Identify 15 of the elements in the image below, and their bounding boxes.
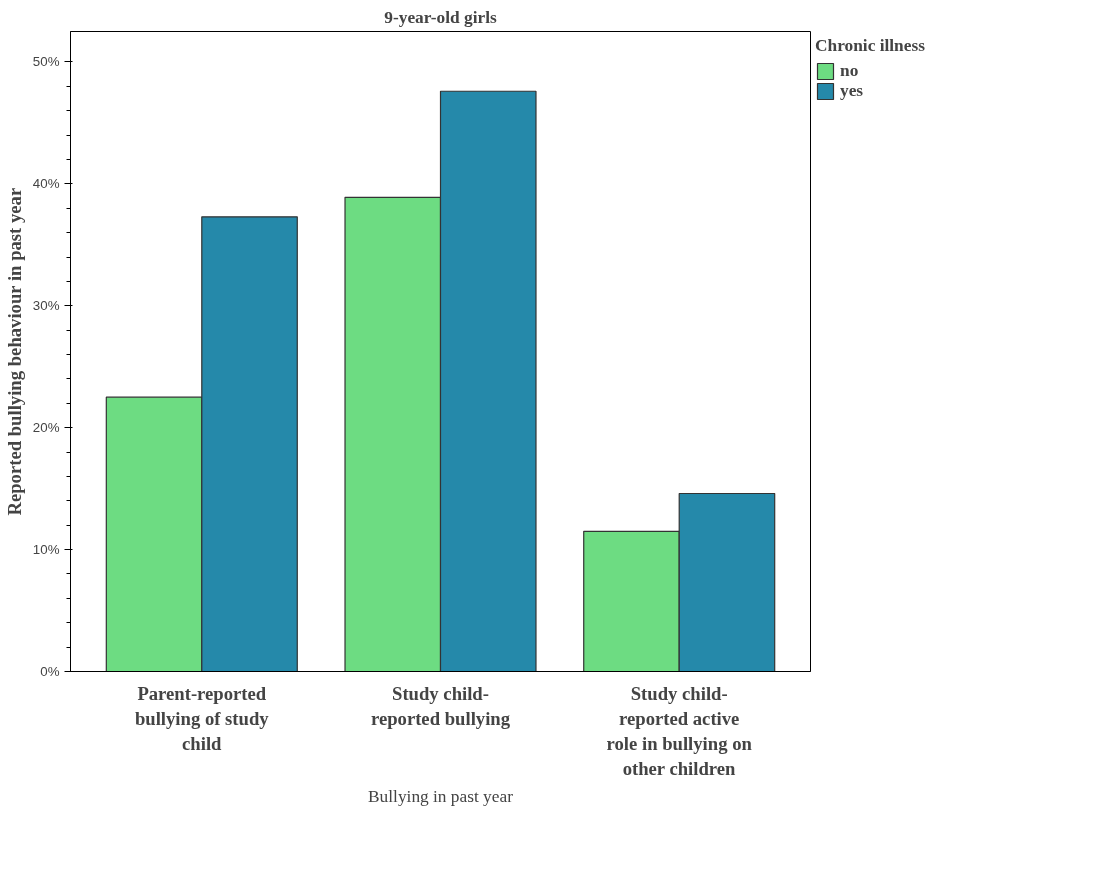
y-tick-label: 0% [40, 664, 60, 679]
y-tick-label: 30% [32, 298, 60, 314]
y-tick-label: 50% [32, 54, 60, 70]
x-tick-label: Study child-reported active role in bullying on other children [606, 682, 753, 780]
y-axis-title: Reported bullying behaviour in past year [3, 187, 25, 516]
y-tick-label: 40% [32, 176, 60, 192]
legend-label: yes [840, 81, 864, 101]
x-tick-label: Parent-reported bullying of study child [134, 682, 270, 754]
legend-label: no [840, 61, 860, 81]
legend-title: Chronic illness [815, 36, 925, 56]
x-axis-title: Bullying in past year [368, 787, 514, 807]
y-tick-label: 10% [32, 542, 60, 558]
chart-title: 9-year-old girls [384, 7, 497, 27]
y-tick-label: 20% [32, 420, 60, 436]
x-tick-label: Study child-reported bullying [370, 682, 511, 729]
